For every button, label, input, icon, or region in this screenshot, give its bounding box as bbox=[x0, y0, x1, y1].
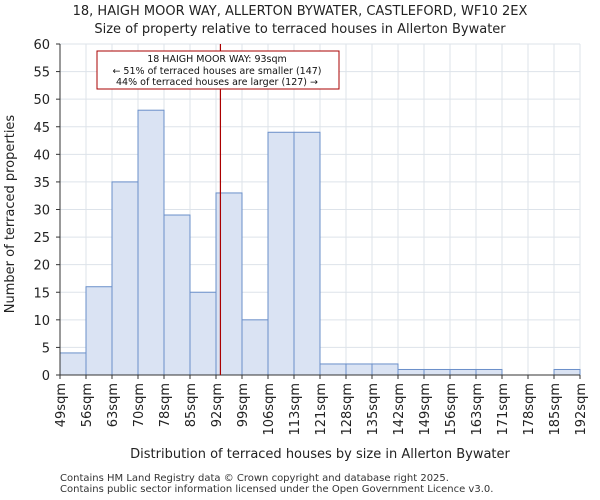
bar bbox=[267, 131, 295, 376]
bar bbox=[85, 286, 113, 376]
bar bbox=[137, 109, 165, 376]
y-tick-label: 50 bbox=[33, 93, 50, 108]
y-tick-label: 5 bbox=[42, 341, 50, 356]
x-tick-label: 149sqm bbox=[418, 383, 433, 436]
x-tick-label: 49sqm bbox=[54, 383, 69, 427]
bars bbox=[59, 109, 581, 376]
footer-copyright: Contains HM Land Registry data © Crown c… bbox=[60, 473, 449, 484]
x-tick-label: 70sqm bbox=[132, 383, 147, 427]
bar bbox=[59, 352, 87, 376]
x-tick-label: 192sqm bbox=[574, 383, 589, 436]
y-tick-label: 40 bbox=[33, 148, 50, 163]
x-axis-label: Distribution of terraced houses by size … bbox=[130, 447, 510, 462]
x-tick-labels: 49sqm 56sqm 63sqm 70sqm 78sqm 85sqm 92sqm 99sqm… bbox=[54, 383, 589, 436]
annotation-frame bbox=[96, 50, 340, 90]
x-tick-label: 171sqm bbox=[496, 383, 511, 436]
x-tick-label: 56sqm bbox=[80, 383, 95, 427]
annotation-line-1: 18 HAIGH MOOR WAY: 93sqm bbox=[147, 54, 287, 65]
x-tick-label: 185sqm bbox=[548, 383, 563, 436]
x-tick-label: 121sqm bbox=[314, 383, 329, 436]
bar bbox=[449, 368, 477, 376]
x-tick-label: 163sqm bbox=[470, 383, 485, 436]
bar bbox=[475, 368, 503, 376]
bar bbox=[293, 131, 321, 376]
x-tick-label: 113sqm bbox=[288, 383, 303, 436]
y-tick-label: 0 bbox=[42, 369, 50, 384]
x-tick-label: 106sqm bbox=[262, 383, 277, 436]
x-tick-label: 92sqm bbox=[210, 383, 225, 427]
chart-subtitle: Size of property relative to terraced ho… bbox=[94, 22, 506, 37]
bar bbox=[371, 363, 399, 376]
x-tick-label: 156sqm bbox=[444, 383, 459, 436]
y-tick-labels: 0 5 10 15 20 25 30 35 40 45 50 55 60 bbox=[33, 38, 50, 384]
x-tick-label: 128sqm bbox=[340, 383, 355, 436]
x-tick-label: 178sqm bbox=[522, 383, 537, 436]
annotation-box: 18 HAIGH MOOR WAY: 93sqm ← 51% of terrac… bbox=[96, 50, 340, 90]
x-tick-label: 78sqm bbox=[158, 383, 173, 427]
axes bbox=[56, 43, 581, 379]
bar bbox=[319, 363, 347, 376]
x-tick-label: 63sqm bbox=[106, 383, 121, 427]
bar bbox=[163, 214, 191, 376]
y-axis-label: Number of terraced properties bbox=[3, 115, 18, 314]
bar bbox=[345, 363, 373, 376]
annotation-line-2: ← 51% of terraced houses are smaller (14… bbox=[112, 66, 321, 77]
bar bbox=[111, 181, 139, 376]
bar bbox=[241, 319, 269, 376]
y-tick-label: 60 bbox=[33, 38, 50, 53]
y-tick-label: 20 bbox=[33, 259, 50, 274]
y-tick-label: 10 bbox=[33, 314, 50, 329]
bar bbox=[553, 368, 581, 376]
x-tick-label: 99sqm bbox=[236, 383, 251, 427]
y-tick-label: 30 bbox=[33, 204, 50, 219]
y-tick-label: 25 bbox=[33, 231, 50, 246]
chart-title: 18, HAIGH MOOR WAY, ALLERTON BYWATER, CA… bbox=[73, 4, 528, 19]
x-tick-label: 85sqm bbox=[184, 383, 199, 427]
bar bbox=[397, 368, 425, 376]
y-tick-label: 55 bbox=[33, 66, 50, 81]
annotation-line-3: 44% of terraced houses are larger (127) … bbox=[116, 77, 318, 88]
x-tick-label: 135sqm bbox=[366, 383, 381, 436]
x-tick-label: 142sqm bbox=[392, 383, 407, 436]
y-tick-label: 15 bbox=[33, 286, 50, 301]
y-tick-label: 45 bbox=[33, 121, 50, 136]
bar bbox=[189, 291, 217, 376]
footer-licence: Contains public sector information licen… bbox=[60, 484, 494, 495]
bar bbox=[423, 368, 451, 376]
y-tick-label: 35 bbox=[33, 176, 50, 191]
